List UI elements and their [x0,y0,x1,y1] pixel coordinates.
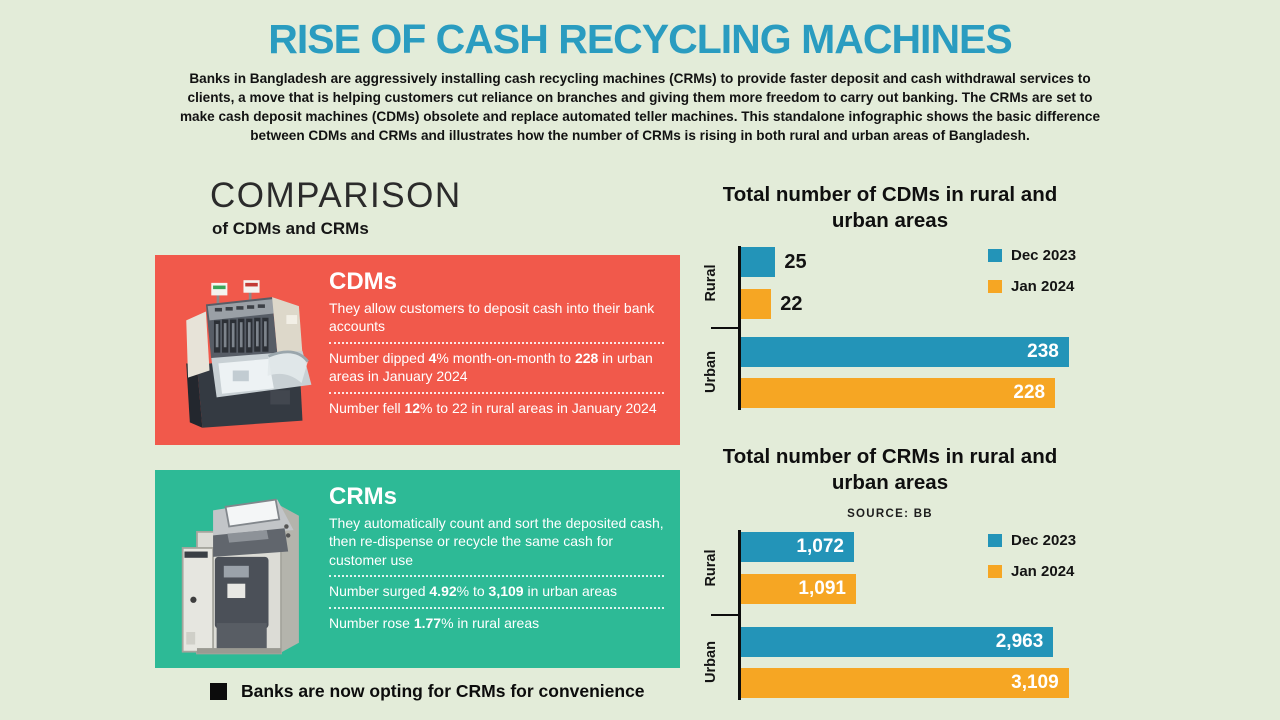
comparison-heading: COMPARISON [210,176,462,215]
bar-value-label: 2,963 [995,631,1044,652]
page-title: RISE OF CASH RECYCLING MACHINES [268,16,1013,62]
cash-recycling-machine-icon [181,498,299,654]
bar-cdm-rural-jan2024 [741,289,772,319]
bar-value-label: 22 [780,292,803,315]
cdm-description: They allow customers to deposit cash int… [329,300,655,335]
bar-row: 2,963 [741,627,1073,657]
crm-fact-urban: Number surged 4.92% to 3,109 in urban ar… [329,583,617,600]
axis-label-rural: Rural [703,549,719,587]
bar-cdm-urban-jan2024: 228 [741,378,1056,408]
legend-item-dec2023: Dec 2023 [988,247,1076,264]
bar-value-label: 1,072 [796,536,844,557]
legend-item-dec2023: Dec 2023 [988,532,1076,549]
dotted-divider [329,606,664,609]
dotted-divider [329,341,664,344]
dotted-divider [329,391,664,394]
legend-item-jan2024: Jan 2024 [988,278,1076,295]
bar-crm-urban-jan2024: 3,109 [741,668,1069,698]
cash-deposit-machine-icon [186,280,312,428]
jan2024-swatch-icon [988,280,1002,293]
crm-card-text: CRMs They automatically count and sort t… [323,470,680,668]
source-credit: SOURCE: BB [847,508,933,520]
dec2023-swatch-icon [988,534,1002,547]
chart-crm-title: Total number of CRMs in rural and urban … [722,445,1058,495]
crm-description: They automatically count and sort the de… [329,515,664,568]
chart-cdm-title: Total number of CDMs in rural and urban … [722,183,1058,233]
crm-card-title: CRMs [329,483,398,510]
square-bullet-icon [210,683,227,700]
bar-value-label: 3,109 [1011,672,1059,693]
cdm-fact-rural: Number fell 12% to 22 in rural areas in … [329,399,657,416]
bar-value-label: 1,091 [798,578,846,599]
bar-crm-urban-dec2023: 2,963 [741,627,1054,657]
bar-row: 25 [741,247,1073,277]
footnote: Banks are now opting for CRMs for conven… [210,681,645,702]
dec2023-swatch-icon [988,249,1002,262]
axis-label-urban: Urban [703,351,719,393]
category-separator-tick [711,614,739,616]
intro-paragraph: Banks in Bangladesh are aggressively ins… [179,71,1101,144]
cdm-card-text: CDMs They allow customers to deposit cas… [323,255,680,445]
legend-item-jan2024: Jan 2024 [988,563,1076,580]
chart-crm-plot: 1,072 1,091 2,963 3,109 [711,530,1073,700]
crm-card: CRMs They automatically count and sort t… [155,470,680,668]
dotted-divider [329,575,664,578]
category-separator-tick [711,327,739,329]
bar-crm-rural-jan2024: 1,091 [741,574,856,604]
chart-crm-legend: Dec 2023 Jan 2024 [988,532,1076,594]
axis-label-rural: Rural [703,264,719,302]
bar-crm-rural-dec2023: 1,072 [741,532,854,562]
comparison-subheading: of CDMs and CRMs [212,219,369,238]
cdm-fact-urban: Number dipped 4% month-on-month to 228 i… [329,349,653,385]
bar-row: 228 [741,378,1073,408]
bar-row: 1,091 [741,574,1073,604]
cdm-machine-photo [155,255,323,445]
crm-fact-rural: Number rose 1.77% in rural areas [329,614,540,631]
bar-row: 1,072 [741,532,1073,562]
bar-value-label: 238 [1027,341,1059,362]
footnote-text: Banks are now opting for CRMs for conven… [241,681,645,701]
cdm-card-title: CDMs [329,268,398,295]
bar-row: 3,109 [741,668,1073,698]
bar-cdm-urban-dec2023: 238 [741,337,1069,367]
bar-value-label: 25 [784,250,807,273]
bar-row: 22 [741,289,1073,319]
bar-cdm-rural-dec2023 [741,247,776,277]
axis-label-urban: Urban [703,641,719,683]
cdm-card: CDMs They allow customers to deposit cas… [155,255,680,445]
chart-cdm-legend: Dec 2023 Jan 2024 [988,247,1076,309]
chart-cdm-plot: 25 22 238 228 [711,246,1073,410]
bar-row: 238 [741,337,1073,367]
bar-value-label: 228 [1013,382,1046,403]
crm-machine-photo [155,470,323,668]
jan2024-swatch-icon [988,565,1002,578]
